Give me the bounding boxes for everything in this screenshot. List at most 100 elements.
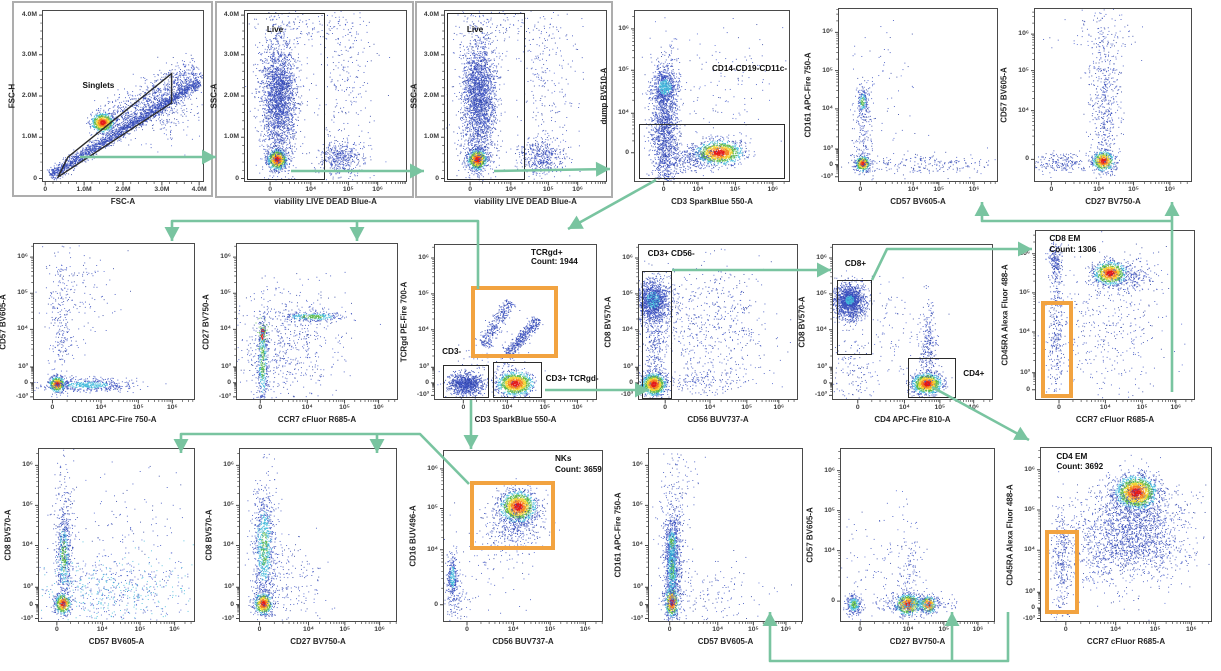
y-axis-label: CD8 BV570-A — [797, 296, 807, 348]
y-tick-label: -10³ — [416, 391, 429, 399]
x-tick-label: 10⁶ — [773, 404, 785, 411]
y-tick-label: 10⁴ — [618, 109, 629, 117]
highlight-gate-region — [1045, 530, 1079, 615]
x-axis-label: CCR7 cFluor R685-A — [277, 415, 357, 424]
x-tick-label: 2.0M — [115, 186, 131, 193]
scatter-plot-live-2 — [436, 10, 607, 190]
y-tick-label: 0 — [235, 174, 239, 182]
annotation: CD4 EM — [1056, 451, 1088, 461]
y-tick-label: 0 — [425, 378, 429, 386]
y-tick-label: 10⁶ — [220, 253, 231, 261]
y-tick-label: 10³ — [224, 583, 234, 591]
y-tick-label: 2.0M — [423, 92, 439, 99]
x-tick-label: 10⁵ — [748, 626, 759, 633]
y-axis-label: CD161 APC-Fire 750-A — [803, 52, 813, 138]
y-tick-label: 10⁵ — [822, 66, 833, 74]
x-axis-label: viability LIVE DEAD Blue-A — [474, 197, 577, 206]
y-tick-label: 10⁶ — [622, 254, 633, 262]
x-tick-label: 0 — [258, 404, 263, 411]
x-tick-label: 0 — [663, 404, 668, 411]
x-tick-label: 10⁵ — [339, 404, 350, 411]
y-tick-label: 10⁵ — [17, 289, 28, 297]
y-axis-label: CD16 BUV496-A — [408, 505, 418, 567]
y-tick-label: 10⁶ — [418, 254, 429, 262]
y-tick-label: 3.0M — [423, 50, 439, 58]
scatter-plot-cd57-cd161-mid — [25, 243, 195, 408]
y-tick-label: 0 — [1031, 604, 1035, 611]
x-tick-label: 10⁵ — [539, 404, 551, 411]
scatter-plot-cd27-ccr7-mid — [228, 243, 398, 408]
y-tick-label: 10⁵ — [418, 289, 429, 297]
x-axis-label: CD3 SparkBlue 550-A — [474, 415, 557, 424]
y-tick-label: 10⁵ — [427, 504, 438, 512]
y-tick-label: 0 — [639, 600, 643, 608]
highlight-gate-region — [470, 480, 555, 550]
y-axis-label: CD8 BV570-A — [3, 509, 13, 561]
y-tick-label: 10⁴ — [816, 325, 827, 333]
x-tick-label: 10⁵ — [1149, 626, 1161, 633]
y-tick-label: 10³ — [221, 363, 231, 371]
y-tick-label: 10⁶ — [1024, 465, 1035, 473]
x-tick-label: 10⁴ — [692, 186, 704, 193]
gate-label: CD3- — [442, 347, 462, 357]
x-tick-label: 0 — [1063, 626, 1068, 633]
y-tick-label: 0 — [831, 597, 835, 605]
x-tick-label: 10⁴ — [704, 404, 716, 411]
scatter-plot-cd8-em — [1027, 230, 1195, 408]
x-tick-label: 0 — [257, 626, 262, 633]
x-tick-label: 0 — [43, 186, 48, 193]
arrowhead-icon — [1013, 426, 1029, 440]
scatter-plot-singlets — [34, 10, 204, 190]
x-tick-label: 0 — [858, 186, 863, 193]
x-tick-label: 10⁵ — [342, 186, 354, 193]
x-tick-label: 0 — [268, 186, 272, 193]
y-tick-label: 10⁴ — [1018, 106, 1029, 114]
y-tick-label: 1.0M — [223, 133, 239, 141]
x-tick-label: 10⁴ — [712, 626, 724, 633]
x-tick-label: 10⁴ — [898, 404, 910, 411]
y-tick-label: 10³ — [823, 144, 833, 152]
y-tick-label: 10⁵ — [220, 289, 231, 297]
y-axis-label: CD8 BV570-A — [603, 296, 613, 348]
x-tick-label: 0 — [1057, 404, 1061, 411]
x-tick-label: 10⁶ — [166, 404, 178, 411]
arrowhead-icon — [463, 435, 479, 449]
x-tick-label: 10⁴ — [1093, 186, 1105, 193]
highlight-gate-region — [1040, 300, 1073, 398]
x-tick-label: 10⁵ — [339, 626, 351, 633]
x-tick-label: 10⁶ — [968, 186, 980, 193]
highlight-gate-region — [471, 286, 558, 358]
x-tick-label: 10⁴ — [1110, 626, 1122, 633]
y-tick-label: 10³ — [18, 363, 28, 371]
arrowhead-icon — [568, 215, 584, 229]
y-tick-label: 10⁶ — [223, 461, 234, 469]
y-tick-label: 4.0M — [21, 11, 37, 19]
y-tick-label: 10³ — [633, 583, 643, 591]
y-axis-label: CD45RA Alexa Fluor 488-A — [1005, 483, 1015, 586]
gate-cd14-cd19-cd11c- — [638, 124, 785, 180]
x-tick-label: 10⁶ — [373, 404, 384, 411]
gate-label: CD14-CD19-CD11c- — [712, 64, 788, 74]
y-tick-label: 10⁶ — [816, 254, 827, 262]
scatter-plot-cd161-cd57-top — [830, 8, 998, 190]
gate-cd8- — [836, 279, 873, 355]
y-tick-label: 0 — [230, 600, 234, 608]
y-tick-label: 0 — [1026, 385, 1030, 393]
y-axis-label: CD27 BV750-A — [201, 293, 211, 350]
scatter-plot-cd8-cd27-bottom — [231, 448, 397, 630]
y-tick-label: 0 — [823, 378, 827, 386]
y-tick-label: 2.0M — [21, 92, 37, 99]
y-tick-label: 0 — [625, 148, 629, 156]
y-tick-label: -10³ — [15, 392, 28, 400]
x-axis-label: CD161 APC-Fire 750-A — [71, 415, 157, 424]
x-tick-label: 0 — [858, 626, 863, 633]
y-tick-label: 10⁴ — [622, 325, 633, 333]
y-tick-label: -10³ — [1022, 614, 1035, 622]
x-tick-label: 10⁵ — [132, 404, 144, 411]
annotation: NKs — [555, 454, 572, 464]
x-tick-label: 10⁵ — [544, 626, 556, 633]
arrowhead-icon — [164, 227, 180, 241]
gate-cd3-tcrgd- — [493, 361, 543, 398]
y-tick-label: 10⁵ — [632, 501, 643, 509]
y-tick-label: 0 — [227, 378, 231, 386]
